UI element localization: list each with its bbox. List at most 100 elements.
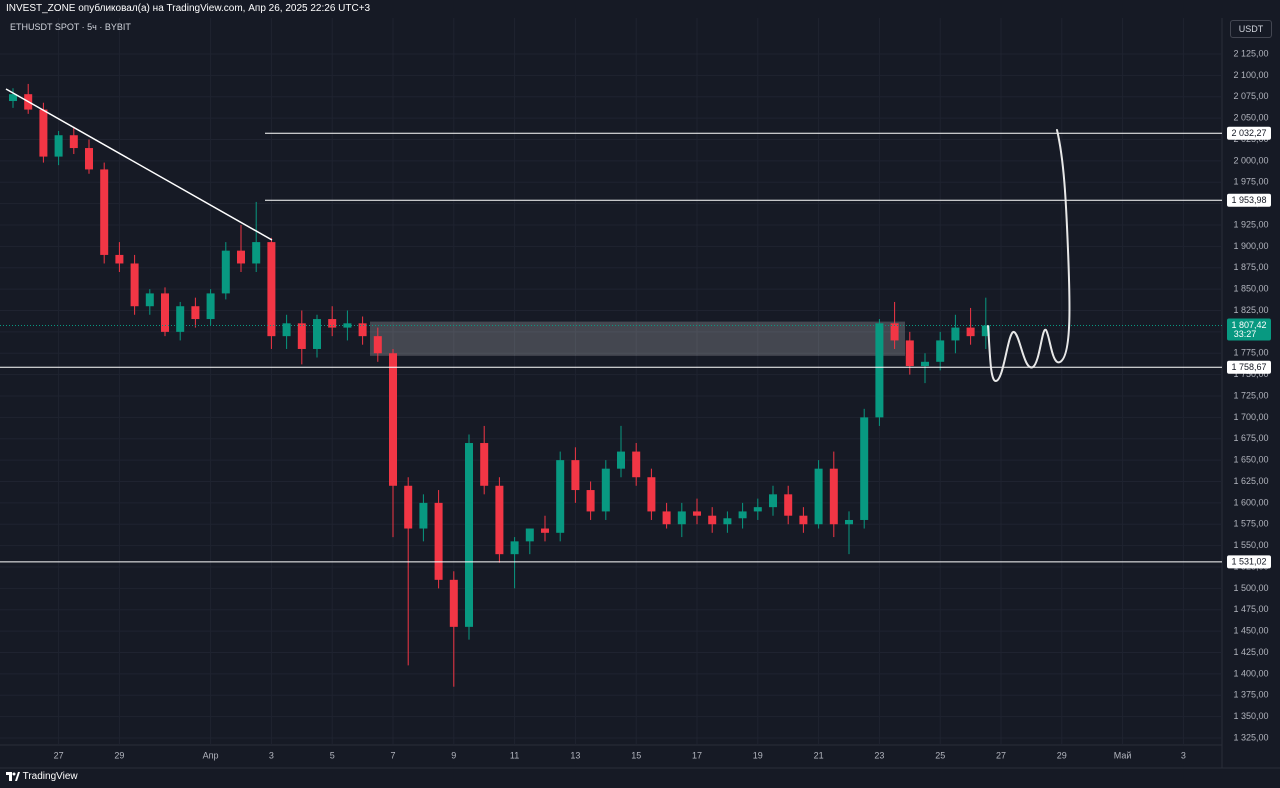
- candle-body: [267, 242, 276, 337]
- currency[interactable]: USDT: [1230, 20, 1272, 38]
- x-tick-label: 27: [996, 750, 1006, 760]
- y-tick-label: 1 825,00: [1233, 305, 1268, 315]
- candle-body: [328, 319, 337, 328]
- candle-body: [966, 327, 975, 337]
- zones: [370, 321, 905, 356]
- x-tick-label: 23: [874, 750, 884, 760]
- y-tick-label: 1 775,00: [1233, 348, 1268, 358]
- candle-body: [647, 477, 656, 512]
- grid: [0, 18, 1222, 745]
- candle-body: [784, 494, 793, 516]
- y-tick-label: 1 450,00: [1233, 626, 1268, 636]
- candle-body: [845, 519, 853, 525]
- candle-body: [373, 336, 382, 354]
- candle-body: [890, 323, 899, 341]
- level-label: 1 531,02: [1231, 557, 1266, 567]
- level-label-box: [1227, 193, 1271, 207]
- candle-body: [130, 263, 139, 307]
- candle-body: [921, 361, 929, 367]
- y-tick-label: 1 400,00: [1233, 668, 1268, 678]
- candle-body: [69, 135, 78, 149]
- candle-body: [389, 353, 397, 486]
- level-label-box: [1227, 126, 1271, 140]
- y-tick-label: 1 575,00: [1233, 519, 1268, 529]
- x-tick-label: Май: [1114, 750, 1132, 760]
- candle-body: [161, 293, 169, 332]
- x-tick-label: 7: [390, 750, 395, 760]
- candle-body: [465, 443, 473, 627]
- candle-body: [738, 511, 747, 519]
- candle-body: [39, 109, 48, 157]
- last-price-box: [1227, 318, 1271, 341]
- candle-body: [799, 515, 808, 525]
- x-tick-label: 27: [54, 750, 64, 760]
- logo-icon: [6, 771, 20, 781]
- candle-body: [753, 507, 762, 512]
- y-tick-label: 2 075,00: [1233, 91, 1268, 101]
- y-tick-label: 1 700,00: [1233, 412, 1268, 422]
- y-tick-label: 1 975,00: [1233, 177, 1268, 187]
- y-tick-label: 2 100,00: [1233, 70, 1268, 80]
- candle-body: [145, 293, 154, 307]
- x-tick-label: 15: [631, 750, 641, 760]
- x-tick-label: 29: [114, 750, 124, 760]
- candle-body: [693, 511, 701, 516]
- candle-body: [9, 94, 17, 102]
- candle-body: [510, 541, 519, 555]
- level-label: 2 032,27: [1231, 128, 1266, 138]
- y-tick-label: 1 900,00: [1233, 241, 1268, 251]
- y-tick-label: 1 350,00: [1233, 711, 1268, 721]
- candle-body: [936, 340, 945, 362]
- candle-body: [221, 250, 230, 294]
- candle-body: [313, 319, 321, 349]
- candle-body: [662, 511, 671, 525]
- x-tick-label: 9: [451, 750, 456, 760]
- y-tick-label: 1 625,00: [1233, 476, 1268, 486]
- axes: 1 325,00 1 350,00 1 375,00 1 400,00 1 425,00…: [54, 48, 1271, 760]
- x-tick-label: 11: [510, 750, 519, 760]
- y-tick-label: 1 550,00: [1233, 540, 1268, 550]
- candle-body: [252, 242, 261, 264]
- candle-body: [54, 135, 63, 157]
- candle-body: [297, 323, 306, 349]
- candle-body: [875, 323, 884, 418]
- level-label-box: [1227, 360, 1271, 374]
- x-tick-label: 19: [753, 750, 763, 760]
- candle-body: [708, 515, 717, 525]
- candle-body: [601, 468, 610, 512]
- candle-body: [541, 528, 549, 533]
- y-tick-label: 1 325,00: [1233, 732, 1268, 742]
- y-tick-label: 1 675,00: [1233, 433, 1268, 443]
- x-tick-label: 17: [692, 750, 702, 760]
- x-tick-label: 29: [1057, 750, 1067, 760]
- y-tick-label: 1 850,00: [1233, 284, 1268, 294]
- logo-text: TradingView: [22, 771, 78, 782]
- candle-body: [206, 293, 215, 320]
- trend-line: [5, 88, 273, 241]
- projection-sketch: [987, 129, 1071, 383]
- y-tick-label: 2 125,00: [1233, 48, 1268, 58]
- candle-body: [556, 460, 565, 533]
- y-tick-label: 2 000,00: [1233, 155, 1268, 165]
- last-price-label: 1 807,42: [1231, 320, 1266, 330]
- x-tick-label: 21: [814, 750, 824, 760]
- candle-body: [237, 250, 245, 264]
- candle-body: [343, 323, 352, 328]
- y-tick-label: 1 500,00: [1233, 583, 1268, 593]
- candle-body: [814, 468, 823, 525]
- candle-body: [100, 169, 109, 255]
- candle-body: [951, 327, 960, 341]
- y-tick-label: 1 475,00: [1233, 604, 1268, 614]
- candle-body: [677, 511, 686, 525]
- level-label: 1 953,98: [1231, 195, 1266, 205]
- candle-body: [358, 323, 367, 337]
- candle-body: [404, 485, 413, 529]
- y-tick-label: 1 375,00: [1233, 690, 1268, 700]
- y-tick-label: 1 750,00: [1233, 369, 1268, 379]
- level-label: 1 758,67: [1231, 362, 1266, 372]
- x-tick-label: 13: [570, 750, 580, 760]
- x-tick-label: 3: [1181, 750, 1186, 760]
- candle-body: [434, 502, 443, 580]
